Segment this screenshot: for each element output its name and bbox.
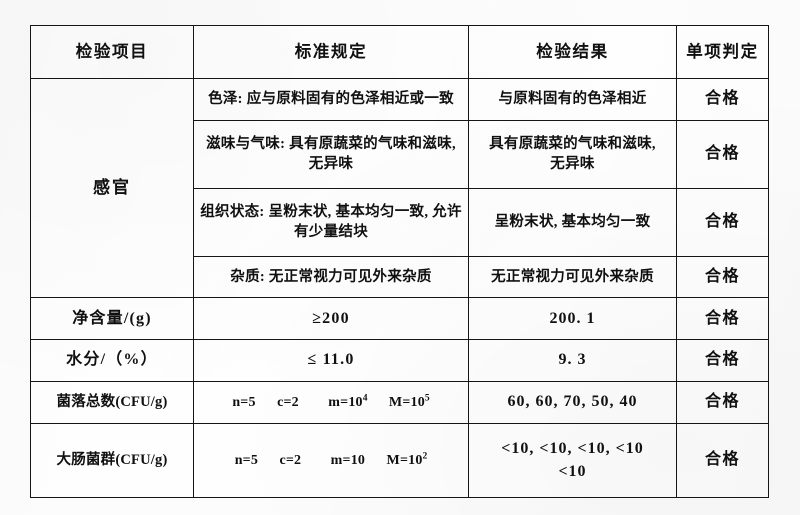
coliform-n-value: n=5: [234, 452, 259, 468]
row-item-sensory: 感官: [30, 77, 194, 299]
row-standard-moisture: ≤ 11.0: [193, 339, 469, 383]
row-verdict-coliform: 合格: [676, 423, 769, 498]
row-standard-colour: 色泽: 应与原料固有的色泽相近或一致: [193, 78, 469, 121]
tpc-M-exponent: 5: [424, 393, 430, 404]
row-result-total-plate-count: 60, 60, 70, 50, 40: [468, 381, 677, 425]
row-result-moisture: 9. 3: [468, 339, 677, 383]
inspection-results-table: 检验项目 标准规定 检验结果 单项判定 感官 色泽: 应与原料固有的色泽相近或一…: [30, 25, 769, 498]
row-item-coliform: 大肠菌群(CFU/g): [30, 423, 194, 498]
coliform-m-base: m=10: [330, 452, 366, 468]
row-standard-coliform: n=5 c=2 m=10 M=102: [193, 423, 469, 498]
table-row: 大肠菌群(CFU/g) n=5 c=2 m=10 M=102 <10, <10,: [30, 423, 769, 498]
column-header-result: 检验结果: [468, 25, 677, 79]
coliform-M-exponent: 2: [422, 450, 428, 461]
row-result-texture: 呈粉末状, 基本均匀一致: [468, 187, 677, 257]
row-result-impurities: 无正常视力可见外来杂质: [468, 255, 677, 299]
table-row: 感官 色泽: 应与原料固有的色泽相近或一致 与原料固有的色泽相近 合格: [30, 77, 769, 299]
row-result-coliform: <10, <10, <10, <10 <10: [468, 423, 677, 498]
table-row: 杂质: 无正常视力可见外来杂质 无正常视力可见外来杂质 合格: [31, 255, 769, 299]
table-row: 净含量/(g) ≥200 200. 1 合格: [30, 297, 769, 341]
coliform-M-base: M=10: [386, 452, 423, 468]
tpc-M-value: M=105: [389, 393, 430, 413]
tpc-m-base: m=10: [328, 394, 363, 410]
row-standard-impurities: 杂质: 无正常视力可见外来杂质: [193, 255, 469, 299]
row-standard-total-plate-count: n=5 c=2 m=104 M=105: [193, 381, 469, 425]
column-header-standard: 标准规定: [193, 25, 469, 79]
tpc-M-base: M=10: [388, 394, 425, 410]
row-verdict-texture: 合格: [676, 187, 769, 257]
row-verdict-total-plate-count: 合格: [676, 381, 769, 425]
coliform-c-value: c=2: [279, 452, 302, 468]
row-result-taste-odour-line1: 具有原蔬菜的气味和滋味,: [489, 135, 656, 152]
row-item-net-content: 净含量/(g): [30, 297, 194, 341]
table-header-row: 检验项目 标准规定 检验结果 单项判定: [30, 25, 769, 79]
row-result-taste-odour-line2: 无异味: [550, 156, 595, 173]
row-result-taste-odour: 具有原蔬菜的气味和滋味, 无异味: [468, 119, 677, 189]
table-header: 检验项目 标准规定 检验结果 单项判定: [30, 25, 769, 79]
row-result-coliform-line2: <10: [558, 462, 587, 480]
row-result-colour: 与原料固有的色泽相近: [468, 78, 677, 121]
row-verdict-impurities: 合格: [676, 255, 769, 299]
row-item-moisture: 水分/（%）: [30, 339, 194, 383]
coliform-m-value: m=10: [331, 451, 365, 471]
row-verdict-net-content: 合格: [676, 297, 769, 341]
row-verdict-taste-odour: 合格: [676, 119, 769, 189]
row-standard-net-content: ≥200: [193, 297, 469, 341]
row-standard-taste-odour: 滋味与气味: 具有原蔬菜的气味和滋味, 无异味: [193, 119, 469, 189]
row-item-total-plate-count: 菌落总数(CFU/g): [30, 381, 194, 425]
column-header-verdict: 单项判定: [676, 25, 769, 79]
table-row: 组织状态: 呈粉末状, 基本均匀一致, 允许有少量结块 呈粉末状, 基本均匀一致…: [31, 187, 769, 257]
column-header-item: 检验项目: [30, 25, 194, 79]
table-row: 水分/（%） ≤ 11.0 9. 3 合格: [30, 339, 769, 383]
row-result-net-content: 200. 1: [468, 297, 677, 341]
coliform-M-value: M=102: [387, 451, 428, 471]
table-row: 滋味与气味: 具有原蔬菜的气味和滋味, 无异味 具有原蔬菜的气味和滋味, 无异味…: [31, 119, 769, 189]
tpc-m-value: m=104: [328, 393, 367, 413]
row-verdict-moisture: 合格: [676, 339, 769, 383]
table-body: 感官 色泽: 应与原料固有的色泽相近或一致 与原料固有的色泽相近 合格 滋味与气…: [30, 77, 769, 498]
tpc-m-exponent: 4: [362, 393, 368, 404]
table-row: 菌落总数(CFU/g) n=5 c=2 m=104 M=105 60, 60, …: [30, 381, 769, 425]
tpc-c-value: c=2: [277, 394, 299, 410]
row-standard-texture: 组织状态: 呈粉末状, 基本均匀一致, 允许有少量结块: [193, 187, 469, 257]
tpc-n-value: n=5: [232, 394, 256, 410]
row-verdict-colour: 合格: [676, 78, 769, 121]
row-result-coliform-line1: <10, <10, <10, <10: [501, 439, 644, 457]
